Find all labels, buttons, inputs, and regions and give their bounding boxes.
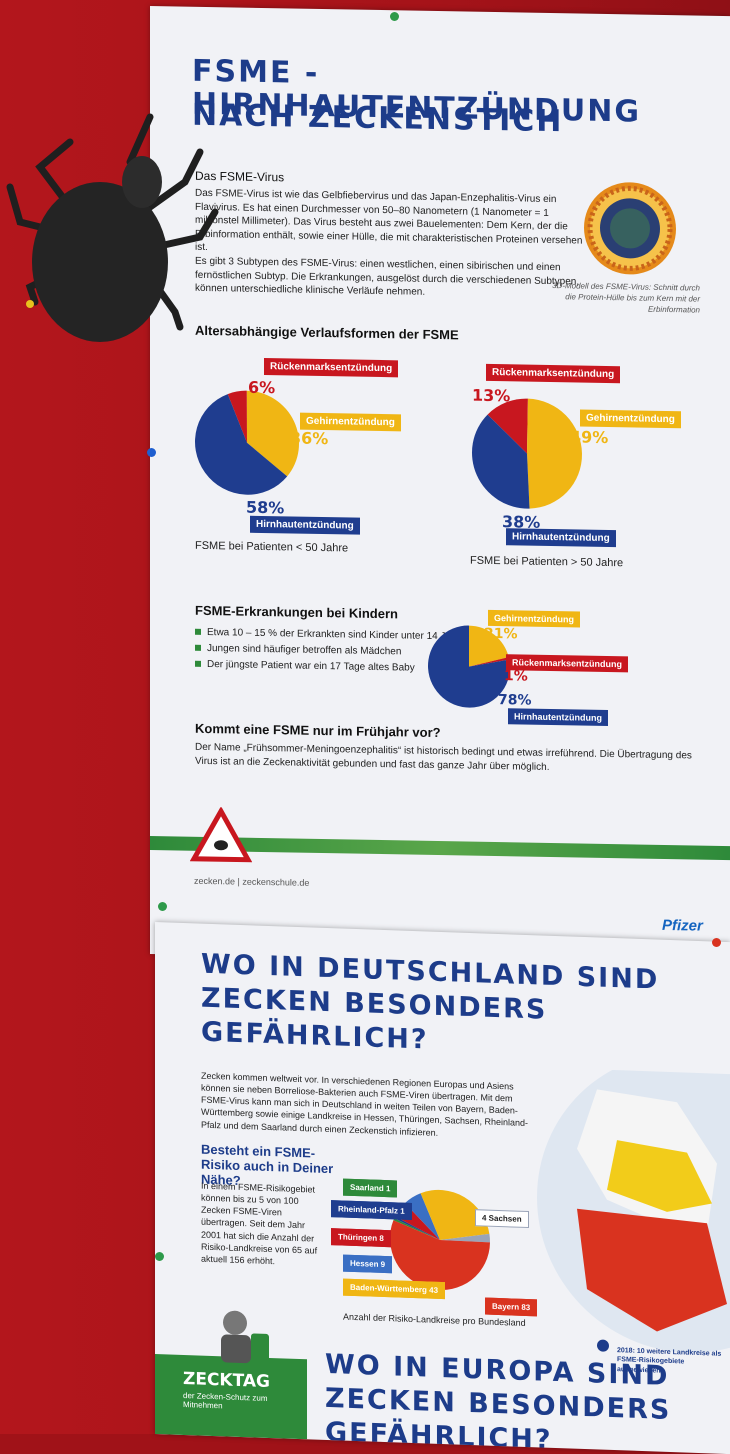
spring-text: Der Name „Frühsommer-Meningoenzephalitis… xyxy=(195,741,692,773)
pie2-pct-gehirn: 49% xyxy=(570,427,609,447)
pie-chart-children xyxy=(428,625,510,708)
pie2-label-rueckenmark: Rückenmarksentzündung xyxy=(486,363,621,384)
pie3-pct-hirnhaut: 78% xyxy=(498,692,532,709)
pie2-label-hirnhaut: Hirnhautentzündung xyxy=(506,528,616,548)
pie1-label-rueckenmark: Rückenmarksentzündung xyxy=(264,357,399,378)
pie4-slice-baden-w-rttemberg xyxy=(420,1189,490,1240)
pie2-pct-rueckenmark: 13% xyxy=(472,385,511,406)
pie1-pct-rueckenmark: 6% xyxy=(248,377,276,398)
pie2-slice-hirnhaut xyxy=(472,414,530,509)
pushpin xyxy=(712,938,721,947)
age-section-heading: Altersabhängige Verlaufsformen der FSME xyxy=(195,322,459,343)
zecktag-subtitle: der Zecken-Schutz zum Mitnehmen xyxy=(183,1390,268,1411)
pie4-slice-sachsen xyxy=(440,1233,490,1243)
pie2-label-gehirn: Gehirnentzündung xyxy=(580,409,681,429)
pie3-label-gehirn: Gehirnentzündung xyxy=(488,609,580,628)
pie4-slice-hessen xyxy=(404,1193,440,1240)
pushpin xyxy=(155,1252,164,1261)
pie1-pct-hirnhaut: 58% xyxy=(246,497,285,518)
tick-warning-sign-icon xyxy=(190,806,252,863)
state-label-saarland: Saarland 1 xyxy=(343,1178,398,1198)
state-label-rheinland-pfalz: Rheinland-Pfalz 1 xyxy=(331,1200,412,1220)
poster2-intro: Zecken kommen weltweit vor. In verschied… xyxy=(201,1070,529,1138)
pie2-caption: FSME bei Patienten > 50 Jahre xyxy=(470,554,624,570)
pie4-slice-bayern xyxy=(390,1220,490,1290)
pie2-slice-gehirn xyxy=(527,398,582,509)
spring-heading: Kommt eine FSME nur im Frühjahr vor? xyxy=(195,720,441,741)
pie1-caption: FSME bei Patienten < 50 Jahre xyxy=(195,539,349,555)
pie1-slice-hirnhaut xyxy=(195,394,288,495)
pfizer-logo: Pfizer xyxy=(662,916,703,935)
pie4-slice-rheinland-pfalz xyxy=(394,1216,440,1240)
zecktag-title: ZECKTAG xyxy=(183,1368,270,1393)
bundesland-pie-chart xyxy=(390,1189,490,1290)
virus-paragraph-2: Es gibt 3 Subtypen des FSME-Virus: einen… xyxy=(195,255,580,298)
pie3-pct-rueckenmark: 1% xyxy=(504,668,528,685)
pushpin xyxy=(147,448,156,457)
kids-bullet: Jungen sind häufiger betroffen als Mädch… xyxy=(195,643,401,657)
kids-bullet: Der jüngste Patient war ein 17 Tage alte… xyxy=(195,659,415,674)
pie-chart-under-50 xyxy=(195,390,299,495)
kids-heading: FSME-Erkrankungen bei Kindern xyxy=(195,602,398,622)
virus-paragraph-1: Das FSME-Virus ist wie das Gelbfiebervir… xyxy=(195,187,583,254)
pie1-pct-gehirn: 36% xyxy=(290,428,329,449)
pie1-slice-rueckenmark xyxy=(227,390,247,443)
pushpin xyxy=(158,902,167,911)
pie4-slice-saarland xyxy=(393,1218,440,1240)
poster2-title-europe: WO IN EUROPA SIND ZECKEN BESONDERS GEFÄH… xyxy=(325,1348,672,1454)
poster2-title: WO IN DEUTSCHLAND SIND ZECKEN BESONDERS … xyxy=(201,948,660,1056)
state-label-sachsen: 4 Sachsen xyxy=(475,1209,529,1229)
pie3-label-hirnhaut: Hirnhautentzündung xyxy=(508,708,608,726)
poster1-title-line2: NACH ZECKENSTICH xyxy=(192,97,564,140)
poster-fsme-hirnhautentzuendung: FSME - HIRNHAUTENTZÜNDUNG NACH ZECKENSTI… xyxy=(150,6,730,965)
pie3-slice-rueckenmark xyxy=(469,657,510,667)
pie1-label-hirnhaut: Hirnhautentzündung xyxy=(250,515,360,535)
pie2-slice-rueckenmark xyxy=(487,398,528,454)
virus-image-caption: 3D-Modell des FSME-Virus: Schnitt durch … xyxy=(552,281,700,315)
fsme-virus-3d-model-image xyxy=(584,182,676,275)
poster-deutschland-zecken: WO IN DEUTSCHLAND SIND ZECKEN BESONDERS … xyxy=(155,922,730,1454)
state-label-bayern: Bayern 83 xyxy=(485,1297,538,1317)
state-label-th-ringen: Thüringen 8 xyxy=(331,1228,391,1248)
cartoon-character-with-phone-icon xyxy=(221,1310,269,1364)
pie1-slice-gehirn xyxy=(246,390,299,477)
state-label-baden-w-rttemberg: Baden-Württemberg 43 xyxy=(343,1278,446,1300)
risk-text: In einem FSME-Risikogebiet können bis zu… xyxy=(201,1180,318,1267)
pie3-slice-gehirn xyxy=(469,625,509,667)
pie3-pct-gehirn: 21% xyxy=(484,625,518,643)
footer-url: zecken.de | zeckenschule.de xyxy=(194,875,310,888)
zecktag-box: ZECKTAG der Zecken-Schutz zum Mitnehmen xyxy=(155,1354,307,1440)
pushpin xyxy=(390,12,399,21)
tick-decoration-image xyxy=(6,113,219,342)
pie3-slice-hirnhaut xyxy=(428,625,510,708)
pie-chart-over-50 xyxy=(472,398,582,509)
germany-risk-map xyxy=(537,1067,730,1353)
state-label-hessen: Hessen 9 xyxy=(343,1254,393,1274)
